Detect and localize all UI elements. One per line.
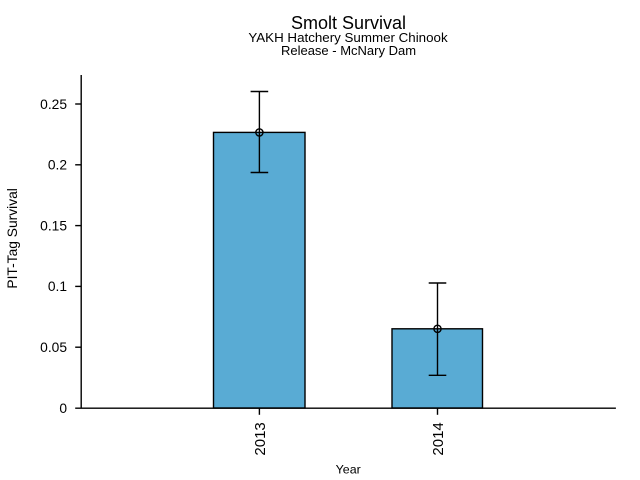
svg-text:0.1: 0.1 [48,279,67,294]
svg-text:0: 0 [59,401,67,416]
svg-text:Smolt Survival: Smolt Survival [291,13,406,33]
svg-text:0.2: 0.2 [48,158,67,173]
svg-text:2014: 2014 [430,422,447,455]
svg-text:Year: Year [336,463,361,477]
svg-text:YAKH Hatchery Summer Chinook: YAKH Hatchery Summer Chinook [248,30,448,45]
svg-text:0.25: 0.25 [40,97,67,112]
svg-text:0.15: 0.15 [40,218,67,233]
svg-text:0.05: 0.05 [40,340,67,355]
svg-text:PIT-Tag Survival: PIT-Tag Survival [5,188,20,288]
svg-text:Release - McNary Dam: Release - McNary Dam [281,43,416,58]
svg-text:2013: 2013 [252,422,269,455]
